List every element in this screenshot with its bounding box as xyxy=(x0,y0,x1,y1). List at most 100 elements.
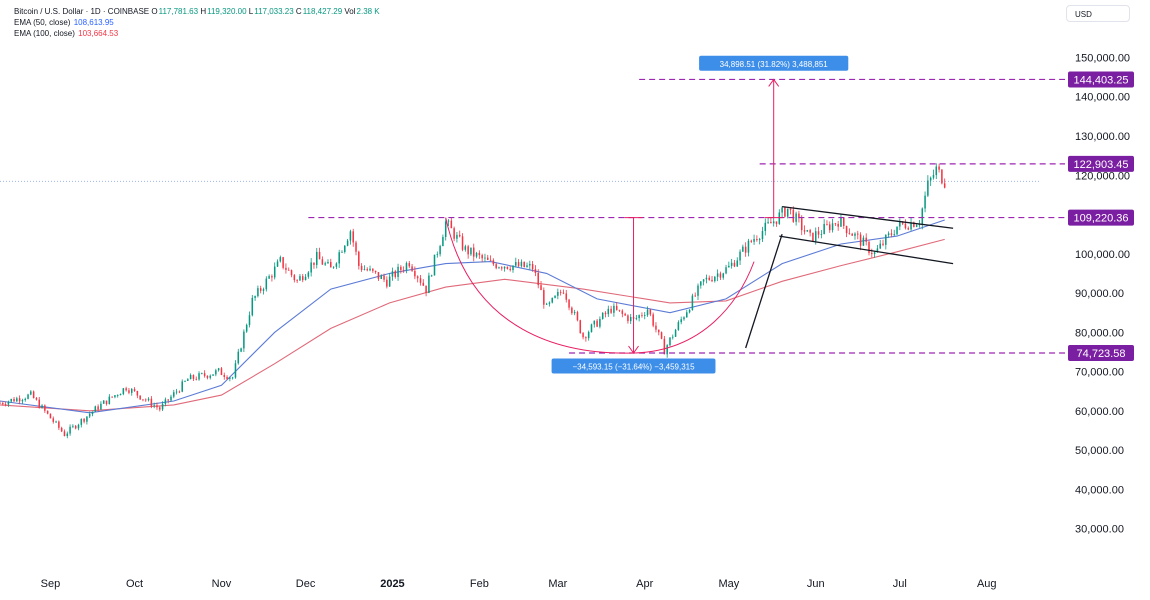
candle-body xyxy=(13,398,15,402)
candle-body xyxy=(167,399,169,401)
candle-body xyxy=(629,316,632,322)
y-tick-label: 70,000.00 xyxy=(1075,367,1124,379)
candle-body xyxy=(803,230,806,232)
candle-body xyxy=(231,377,234,379)
candle-body xyxy=(750,240,753,242)
candle-body xyxy=(184,380,186,382)
y-tick-label: 100,000.00 xyxy=(1075,249,1130,261)
symbol-title: Bitcoin / U.S. Dollar · 1D · COINBASE xyxy=(14,7,150,16)
legend-symbol-row: Bitcoin / U.S. Dollar · 1D · COINBASE O1… xyxy=(14,6,380,17)
candle-body xyxy=(63,431,66,437)
chart-legend: Bitcoin / U.S. Dollar · 1D · COINBASE O1… xyxy=(14,6,380,39)
candle-body xyxy=(585,337,587,339)
candle-body xyxy=(38,399,41,408)
x-tick-label: Nov xyxy=(212,578,232,590)
candle-body xyxy=(767,221,769,223)
x-tick-label: Jul xyxy=(893,578,907,590)
candle-body xyxy=(30,391,32,395)
candle-body xyxy=(327,262,329,264)
candle-body xyxy=(557,292,559,296)
candle-body xyxy=(467,246,469,255)
candle-body xyxy=(80,419,83,425)
candle-body xyxy=(545,303,548,305)
candle-body xyxy=(226,376,228,379)
candle-body xyxy=(287,269,290,271)
candle-body xyxy=(649,309,652,315)
candle-body xyxy=(484,257,486,259)
candle-body xyxy=(142,399,144,401)
candle-body xyxy=(927,180,929,196)
candle-body xyxy=(506,266,509,269)
candle-body xyxy=(397,266,399,277)
candle-body xyxy=(313,262,315,265)
candle-body xyxy=(279,257,282,262)
candle-body xyxy=(526,265,528,267)
candle-body xyxy=(470,247,472,255)
candle-body xyxy=(795,213,797,222)
candle-body xyxy=(615,305,618,310)
volume-label: Vol xyxy=(344,7,356,16)
time-axis: Sep Oct Nov Dec 2025 Feb Mar Apr May Jun Jul Aug xyxy=(41,578,997,590)
candle-body xyxy=(450,220,453,229)
candle-body xyxy=(573,312,576,314)
candle-body xyxy=(935,166,938,176)
candle-body xyxy=(461,236,464,250)
x-tick-label: Jun xyxy=(807,578,825,590)
candle-body xyxy=(304,276,307,281)
candle-body xyxy=(419,278,422,283)
level-label-box xyxy=(1068,155,1134,172)
candle-body xyxy=(430,275,433,277)
candle-body xyxy=(251,297,254,316)
candle-body xyxy=(722,273,725,278)
candle-body xyxy=(215,370,217,375)
candle-body xyxy=(125,388,127,391)
candle-body xyxy=(360,265,363,270)
candle-body xyxy=(688,309,691,313)
candle-body xyxy=(910,222,912,230)
candle-body xyxy=(475,252,478,257)
candle-body xyxy=(248,315,251,325)
candle-body xyxy=(820,233,823,235)
candle-body xyxy=(330,262,332,268)
candle-body xyxy=(800,218,803,231)
candle-body xyxy=(565,293,568,300)
legend-ema50-row[interactable]: EMA (50, close) 108,613.95 xyxy=(14,17,380,28)
candle-body xyxy=(674,329,677,337)
currency-selector[interactable]: USD xyxy=(1066,5,1130,22)
candles xyxy=(0,163,946,439)
candle-body xyxy=(2,403,4,405)
candle-body xyxy=(380,275,383,279)
candle-body xyxy=(164,399,167,404)
candle-body xyxy=(414,270,416,277)
candle-body xyxy=(711,279,713,282)
candle-body xyxy=(646,309,649,316)
candle-body xyxy=(753,238,755,242)
candle-body xyxy=(677,322,680,330)
candle-body xyxy=(716,273,719,277)
candle-body xyxy=(610,308,612,313)
candle-body xyxy=(873,252,876,255)
candle-body xyxy=(899,221,901,227)
candle-body xyxy=(587,332,590,339)
candle-body xyxy=(733,262,736,267)
candle-body xyxy=(683,317,685,320)
candle-body xyxy=(52,418,55,422)
level-label: 74,723.58 xyxy=(1077,348,1126,360)
candle-body xyxy=(442,236,444,247)
candle-body xyxy=(635,318,638,319)
candle-body xyxy=(501,267,503,269)
candle-body xyxy=(301,276,304,281)
low-label: L xyxy=(248,7,254,16)
candle-body xyxy=(512,265,514,271)
legend-ema100-row[interactable]: EMA (100, close) 103,664.53 xyxy=(14,28,380,39)
open-label: O xyxy=(151,7,158,16)
candle-body xyxy=(315,251,318,265)
candle-body xyxy=(540,285,542,291)
candle-body xyxy=(705,277,708,280)
candle-body xyxy=(638,315,640,319)
candle-body xyxy=(725,267,727,274)
trend-line xyxy=(782,206,954,229)
candle-body xyxy=(568,299,570,308)
volume-value: 2.38 K xyxy=(356,7,380,16)
